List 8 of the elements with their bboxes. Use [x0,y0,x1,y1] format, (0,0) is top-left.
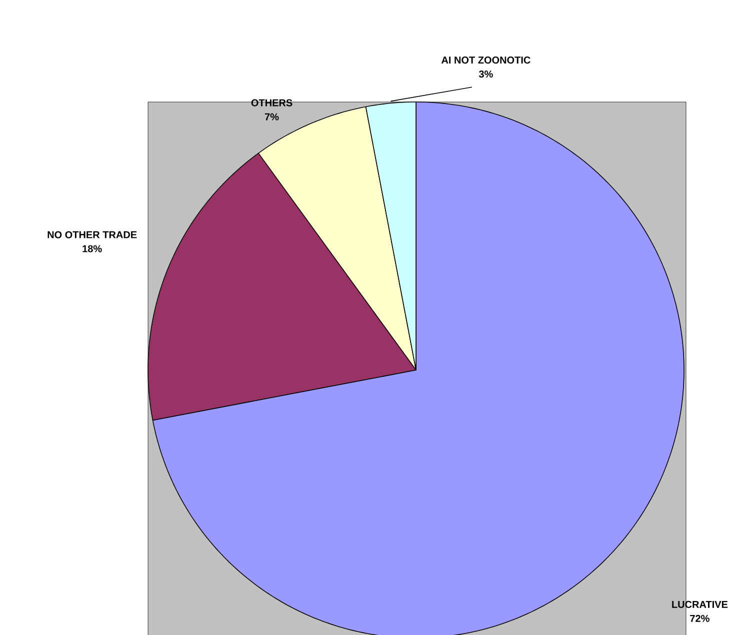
data-label: 72% [690,614,710,622]
data-label: 7% [264,113,279,120]
data-label: 18% [82,245,102,252]
slice-label: NO OTHER TRADE [48,231,137,238]
slice-label: LUCRATIVE [672,600,728,608]
data-label: 3% [478,70,493,78]
slice-label: OTHERS [251,99,292,106]
slice-label: AI NOT ZOONOTIC [441,56,530,64]
